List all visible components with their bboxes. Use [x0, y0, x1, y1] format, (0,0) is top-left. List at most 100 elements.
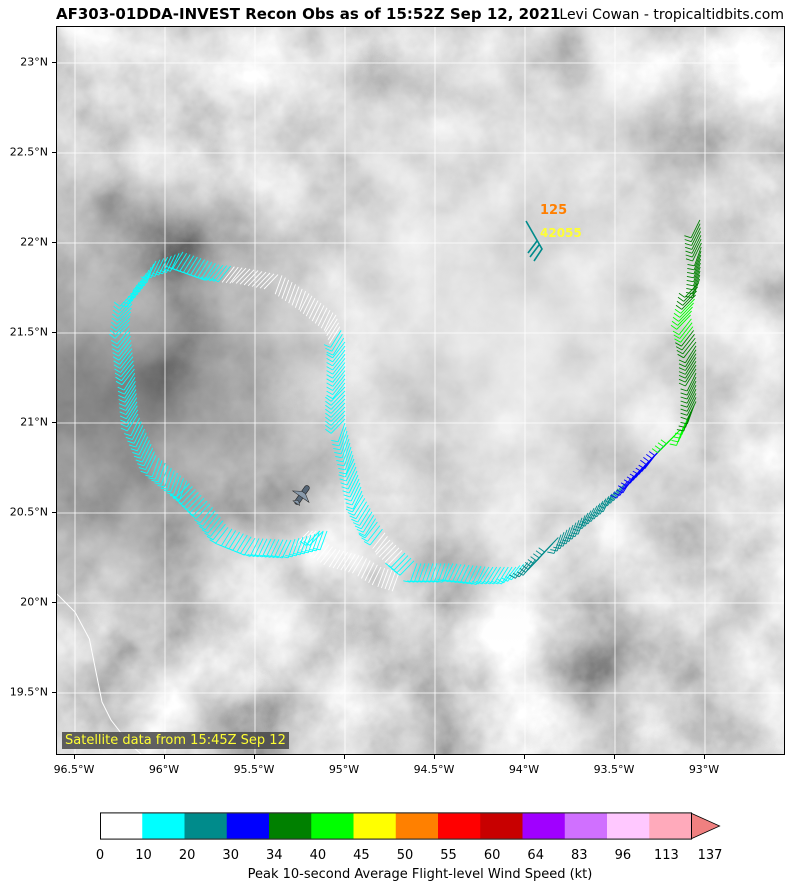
wind-barb	[344, 482, 361, 502]
wind-barb	[328, 326, 341, 344]
colorbar-tick-label: 50	[396, 848, 414, 863]
wind-barb	[347, 498, 366, 516]
wind-barb	[118, 389, 137, 407]
wind-barb	[333, 430, 348, 451]
colorbar-cell	[564, 813, 608, 839]
wind-barb	[325, 398, 346, 414]
wind-barb	[193, 507, 213, 524]
wind-barb	[148, 460, 163, 480]
wind-barb	[302, 295, 313, 314]
wind-barb	[251, 271, 267, 287]
map-canvas	[57, 27, 784, 754]
lat-tick-label: 22°N	[20, 235, 48, 249]
wind-barb	[685, 231, 702, 250]
wind-barb	[678, 345, 697, 364]
lon-tick-mark	[704, 755, 705, 759]
wind-barb	[154, 465, 169, 485]
colorbar-tick-label: 40	[309, 848, 327, 863]
wind-barb	[181, 494, 202, 510]
lat-tick-mark	[52, 152, 56, 153]
wind-barb	[127, 425, 144, 444]
wind-barb	[111, 331, 131, 349]
wind-barb	[225, 266, 239, 284]
wind-barb	[175, 489, 196, 505]
wind-barb	[113, 352, 133, 369]
map-panel[interactable]: Satellite data from 15:45Z Sep 12	[56, 26, 785, 755]
wind-barb	[120, 409, 139, 428]
wind-barb	[221, 266, 235, 283]
wind-barb	[145, 457, 160, 478]
wind-barb	[437, 563, 454, 582]
wind-barb	[326, 370, 346, 387]
wind-barb	[229, 267, 243, 284]
wind-barb	[199, 513, 219, 531]
wind-barb	[686, 258, 702, 279]
wind-barb	[299, 293, 310, 312]
wind-barb	[316, 544, 330, 561]
lat-tick-mark	[52, 512, 56, 513]
wind-barb	[109, 319, 130, 335]
wind-barb	[360, 560, 371, 579]
wind-barb	[235, 268, 251, 284]
wind-barb	[163, 472, 178, 493]
wind-barb	[623, 467, 643, 484]
wind-barb	[685, 278, 701, 299]
wind-barb	[351, 504, 369, 523]
wind-barb	[678, 368, 697, 387]
wind-barb	[327, 322, 339, 340]
wind-barb	[294, 288, 303, 308]
lon-tick-label: 94°W	[508, 763, 540, 776]
wind-barb	[361, 525, 381, 542]
wind-barb	[255, 272, 271, 288]
wind-barb	[119, 397, 138, 416]
wind-barb	[274, 275, 283, 295]
wind-barbs	[109, 219, 702, 592]
wind-barb	[353, 508, 371, 526]
wind-barb	[375, 539, 391, 555]
lon-tick-label: 95°W	[328, 763, 360, 776]
wind-barb	[151, 462, 166, 483]
wind-barb	[342, 474, 359, 494]
wind-barb	[288, 284, 296, 304]
wind-barb	[157, 467, 172, 488]
wind-barb	[243, 270, 259, 286]
wind-barb	[685, 242, 702, 262]
wind-barb	[326, 345, 346, 363]
wind-barb	[345, 494, 364, 513]
aircraft-icon	[291, 485, 310, 507]
wind-barb	[678, 353, 697, 371]
wind-barb	[686, 266, 701, 287]
wind-barb	[674, 298, 695, 314]
wind-barb	[328, 549, 341, 568]
wind-barb	[356, 514, 375, 533]
wind-barb	[112, 303, 133, 319]
wind-barb	[465, 566, 482, 585]
wind-barb	[620, 470, 640, 487]
wind-barb	[120, 405, 138, 424]
wind-barb	[284, 281, 293, 302]
map-title: AF303-01DDA-INVEST Recon Obs as of 15:52…	[56, 5, 561, 23]
lat-tick-mark	[52, 692, 56, 693]
wind-barb	[114, 356, 134, 373]
wind-barb	[684, 219, 701, 239]
wind-barb	[669, 426, 684, 446]
wind-barb	[435, 563, 450, 583]
wind-barb	[339, 462, 356, 482]
wind-barb	[115, 368, 135, 386]
wind-barb	[419, 563, 434, 583]
wind-barb	[119, 401, 138, 420]
lat-tick-mark	[52, 62, 56, 63]
lat-tick-label: 21°N	[20, 415, 48, 429]
map-credit: Levi Cowan - tropicaltidbits.com	[559, 7, 784, 23]
wind-barb	[358, 521, 378, 539]
wind-barb	[201, 517, 221, 534]
wind-barb	[674, 326, 694, 343]
wind-barb	[206, 523, 226, 541]
wind-barb	[204, 520, 224, 537]
wind-barb	[326, 358, 346, 375]
wind-barb	[372, 532, 386, 549]
wind-barb	[461, 565, 478, 585]
colorbar-cell	[480, 813, 523, 839]
wind-barb	[378, 542, 394, 558]
wind-barb	[325, 418, 346, 434]
